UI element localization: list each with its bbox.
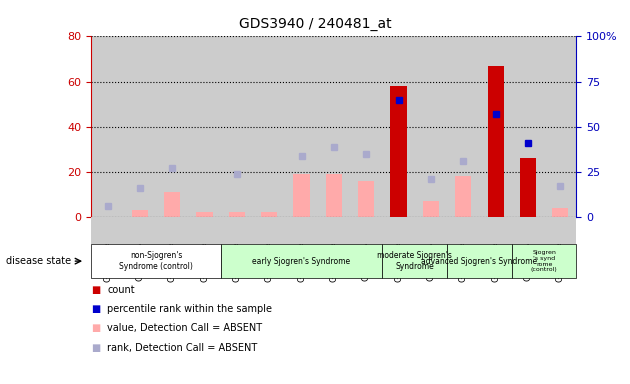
Bar [552, 208, 568, 217]
Bar [188, 36, 220, 217]
Bar [132, 210, 148, 217]
Bar [391, 86, 407, 217]
Text: ■: ■ [91, 343, 101, 353]
Bar [220, 36, 253, 217]
Text: moderate Sjogren's
Syndrome: moderate Sjogren's Syndrome [377, 252, 452, 271]
Text: ■: ■ [91, 304, 101, 314]
Text: rank, Detection Call = ABSENT: rank, Detection Call = ABSENT [107, 343, 257, 353]
Bar [318, 36, 350, 217]
Text: advanced Sjogren's Syndrome: advanced Sjogren's Syndrome [421, 257, 537, 266]
Bar [544, 36, 576, 217]
Text: GDS3940 / 240481_at: GDS3940 / 240481_at [239, 17, 391, 31]
Text: value, Detection Call = ABSENT: value, Detection Call = ABSENT [107, 323, 262, 333]
Bar [285, 36, 318, 217]
Bar [91, 36, 123, 217]
Bar [447, 36, 479, 217]
Text: early Sjogren's Syndrome: early Sjogren's Syndrome [253, 257, 351, 266]
Bar [479, 36, 512, 217]
Bar [520, 158, 536, 217]
Bar [164, 192, 180, 217]
Bar [415, 36, 447, 217]
Bar [350, 36, 382, 217]
Bar [294, 174, 310, 217]
Text: non-Sjogren's
Syndrome (control): non-Sjogren's Syndrome (control) [119, 252, 193, 271]
Bar [326, 174, 342, 217]
Text: percentile rank within the sample: percentile rank within the sample [107, 304, 272, 314]
Bar [253, 36, 285, 217]
Bar [423, 201, 439, 217]
Bar [156, 36, 188, 217]
Bar [261, 212, 277, 217]
Bar [123, 36, 156, 217]
Text: count: count [107, 285, 135, 295]
Bar [229, 212, 245, 217]
Text: disease state: disease state [6, 256, 71, 266]
Bar [382, 36, 415, 217]
Text: Sjogren
's synd
rome
(control): Sjogren 's synd rome (control) [530, 250, 558, 272]
Bar [197, 212, 213, 217]
Bar [488, 66, 504, 217]
Text: ■: ■ [91, 285, 101, 295]
Bar [455, 176, 471, 217]
Text: ■: ■ [91, 323, 101, 333]
Bar [358, 181, 374, 217]
Bar [512, 36, 544, 217]
